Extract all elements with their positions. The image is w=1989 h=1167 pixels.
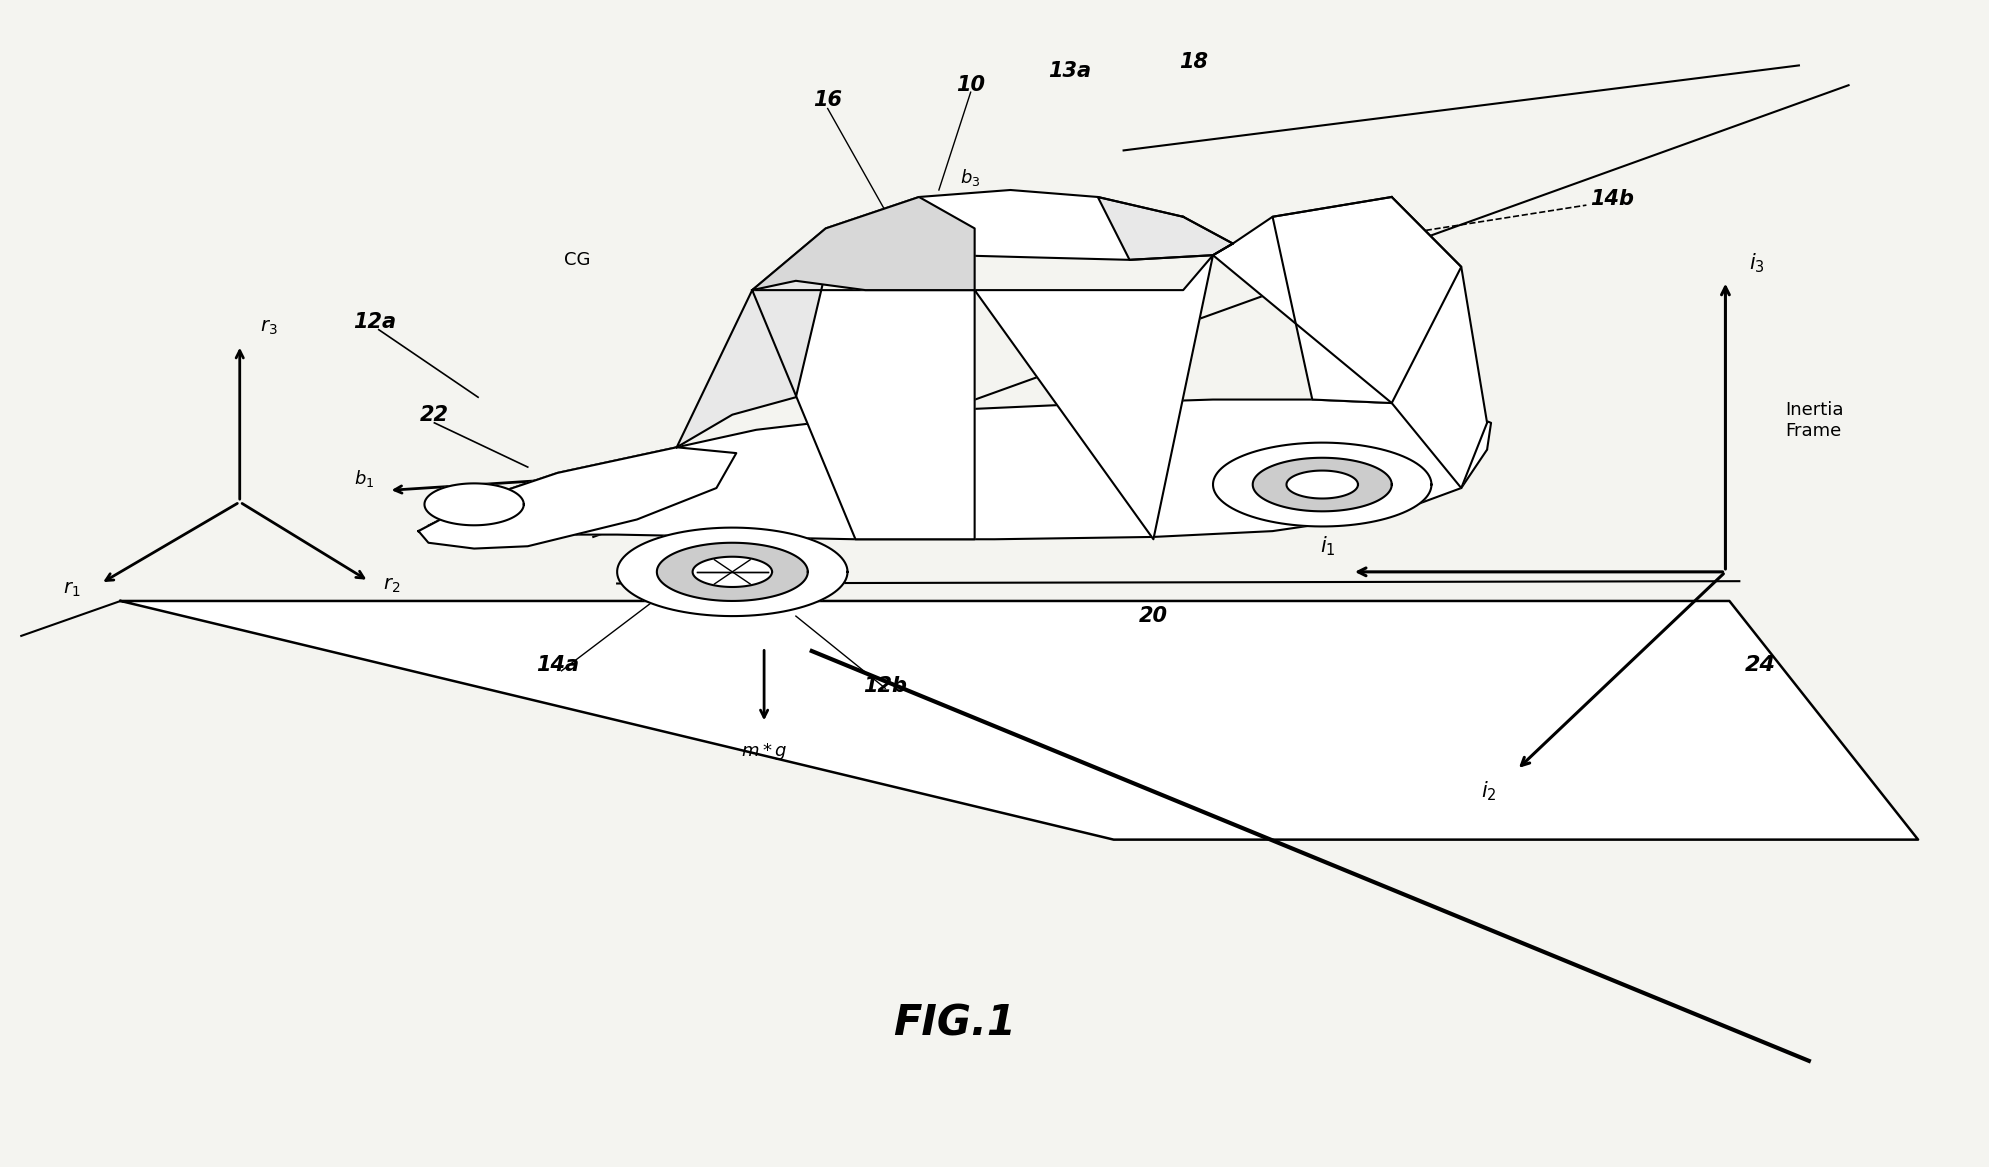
Text: Inertia
Frame: Inertia Frame <box>1784 401 1844 440</box>
Polygon shape <box>752 190 1233 291</box>
Text: $b_2$: $b_2$ <box>1193 433 1213 454</box>
Polygon shape <box>424 483 523 525</box>
Polygon shape <box>617 527 847 616</box>
Text: 16: 16 <box>814 90 841 111</box>
Text: $m * g$: $m * g$ <box>742 741 788 762</box>
Text: $\omega_x$: $\omega_x$ <box>756 475 780 494</box>
Polygon shape <box>656 543 808 601</box>
Polygon shape <box>1213 442 1432 526</box>
Polygon shape <box>1213 197 1462 403</box>
Text: $r_3$: $r_3$ <box>261 317 276 337</box>
Text: 10: 10 <box>957 75 985 96</box>
Text: $i_3$: $i_3$ <box>1748 251 1764 275</box>
Text: 18: 18 <box>1179 51 1207 72</box>
Polygon shape <box>1273 197 1488 488</box>
Text: 13a: 13a <box>1048 61 1092 82</box>
Text: $b_1$: $b_1$ <box>354 468 374 489</box>
Text: 22: 22 <box>420 405 450 425</box>
Text: 12a: 12a <box>354 312 396 331</box>
Polygon shape <box>752 291 975 539</box>
Text: 14b: 14b <box>1591 189 1635 209</box>
Text: $\omega_z$: $\omega_z$ <box>899 371 923 389</box>
Text: CG: CG <box>565 251 591 268</box>
Text: 13b: 13b <box>1287 492 1331 512</box>
Polygon shape <box>975 256 1213 539</box>
Text: 20: 20 <box>1140 606 1168 627</box>
Text: $r_1$: $r_1$ <box>64 580 82 599</box>
Polygon shape <box>418 399 1492 539</box>
Polygon shape <box>1098 197 1233 260</box>
Text: $b_3$: $b_3$ <box>961 167 981 188</box>
Polygon shape <box>121 601 1917 839</box>
Text: $i_1$: $i_1$ <box>1321 534 1337 558</box>
Text: FIG.1: FIG.1 <box>893 1002 1016 1044</box>
Text: 12b: 12b <box>863 676 907 696</box>
Polygon shape <box>692 557 772 587</box>
Polygon shape <box>752 197 975 291</box>
Text: $r_2$: $r_2$ <box>382 576 400 595</box>
Polygon shape <box>1253 457 1392 511</box>
Text: $i_2$: $i_2$ <box>1482 780 1498 803</box>
Text: 14a: 14a <box>535 655 579 675</box>
Polygon shape <box>418 447 736 548</box>
Polygon shape <box>1287 470 1358 498</box>
Text: 24: 24 <box>1744 655 1776 675</box>
Text: $\omega_y$: $\omega_y$ <box>1022 467 1046 487</box>
Polygon shape <box>676 272 825 447</box>
